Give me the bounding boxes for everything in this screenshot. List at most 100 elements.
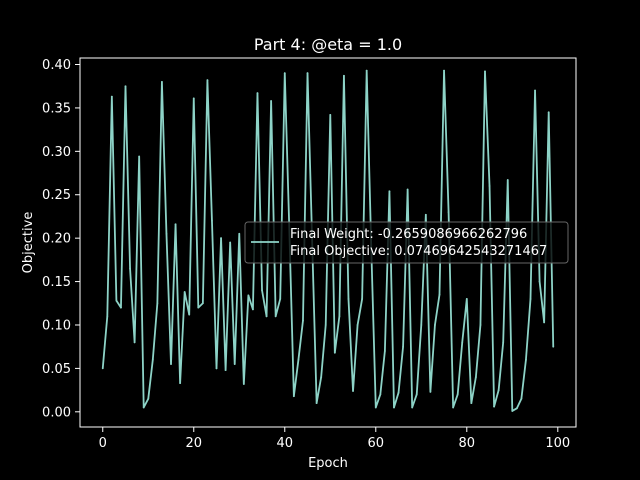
data-point <box>356 324 359 326</box>
data-point <box>520 397 523 400</box>
x-tick-label: 100 <box>545 436 570 451</box>
data-point <box>229 241 232 244</box>
y-tick-label: 0.00 <box>42 405 71 420</box>
data-point <box>361 298 364 300</box>
data-point <box>543 321 546 324</box>
data-point <box>142 406 145 409</box>
data-point <box>420 324 423 326</box>
data-point <box>434 324 436 326</box>
data-point <box>502 341 505 344</box>
data-point <box>156 302 159 305</box>
data-point <box>124 85 127 88</box>
data-point <box>324 324 327 326</box>
data-point <box>292 395 295 398</box>
data-point <box>515 407 518 410</box>
data-point <box>110 95 113 98</box>
data-point <box>488 185 491 187</box>
data-point <box>206 79 209 82</box>
y-tick-label: 0.25 <box>42 188 71 203</box>
data-point <box>265 315 268 318</box>
data-point <box>456 393 459 396</box>
data-point <box>183 291 186 293</box>
data-point <box>151 358 154 361</box>
data-point <box>101 367 104 370</box>
data-point <box>106 315 109 318</box>
data-point <box>406 188 409 191</box>
x-tick-label: 40 <box>276 436 293 451</box>
data-point <box>383 350 386 352</box>
data-point <box>242 383 245 385</box>
data-point <box>170 363 172 365</box>
y-tick-label: 0.20 <box>42 232 71 247</box>
data-point <box>211 219 213 222</box>
x-axis: 0 20 40 60 80 100 <box>99 427 570 451</box>
data-point <box>393 406 395 409</box>
data-point <box>429 390 432 393</box>
data-point <box>201 302 204 305</box>
y-tick-label: 0.10 <box>42 318 71 333</box>
y-tick-label: 0.35 <box>42 101 71 116</box>
data-point <box>333 351 336 354</box>
data-point <box>538 280 541 283</box>
data-point <box>506 179 509 181</box>
data-point <box>197 306 200 309</box>
data-point <box>297 358 300 361</box>
data-point <box>379 393 382 396</box>
data-point <box>302 319 304 322</box>
data-point <box>365 69 368 72</box>
data-point <box>252 308 254 311</box>
data-point <box>465 298 468 300</box>
chart-title: Part 4: @eta = 1.0 <box>254 35 402 54</box>
data-point <box>147 397 150 400</box>
legend-entry-final-weight: Final Weight: -0.2659086966262796 <box>290 227 527 242</box>
y-tick-label: 0.15 <box>42 275 71 290</box>
legend-box <box>244 221 569 264</box>
x-tick-label: 0 <box>99 436 107 451</box>
data-point <box>329 113 332 116</box>
data-point <box>279 298 282 300</box>
data-point <box>283 72 286 75</box>
data-point <box>461 341 464 344</box>
data-point <box>552 345 555 348</box>
data-point <box>474 376 477 378</box>
data-point <box>224 369 227 372</box>
data-point <box>306 72 309 75</box>
data-point <box>452 406 455 409</box>
data-point <box>352 390 354 392</box>
data-point <box>525 358 527 361</box>
data-point <box>447 211 450 214</box>
y-tick-label: 0.30 <box>42 145 71 160</box>
data-point <box>534 89 536 92</box>
plot-area-frame <box>79 57 577 428</box>
series-line <box>101 69 555 412</box>
data-point <box>511 410 514 412</box>
data-point <box>129 267 131 270</box>
data-point <box>220 237 222 240</box>
data-point <box>397 391 400 394</box>
y-axis: 0.00 0.05 0.10 0.15 0.20 0.25 0.30 0.35 0.40 <box>42 58 80 420</box>
legend-entry-final-objective: Final Objective: 0.07469642543271467 <box>290 244 547 259</box>
data-point <box>347 298 350 300</box>
data-point <box>215 367 218 370</box>
data-points <box>101 69 555 412</box>
data-point <box>192 97 195 100</box>
data-point <box>338 315 341 318</box>
y-tick-label: 0.05 <box>42 362 71 377</box>
data-point <box>138 155 141 158</box>
data-point <box>497 389 500 391</box>
x-tick-label: 60 <box>368 436 385 451</box>
data-point <box>470 402 473 405</box>
data-point <box>479 324 482 326</box>
legend: Final Weight: -0.2659086966262796 Final … <box>244 221 569 264</box>
data-point <box>411 406 414 409</box>
data-point <box>484 70 486 73</box>
data-point <box>179 382 182 385</box>
x-axis-label: Epoch <box>308 456 348 471</box>
data-point <box>274 315 277 318</box>
data-point <box>133 341 136 344</box>
data-point <box>165 232 168 235</box>
data-point <box>238 232 241 235</box>
data-point <box>443 69 445 72</box>
y-axis-label: Objective <box>21 212 36 274</box>
